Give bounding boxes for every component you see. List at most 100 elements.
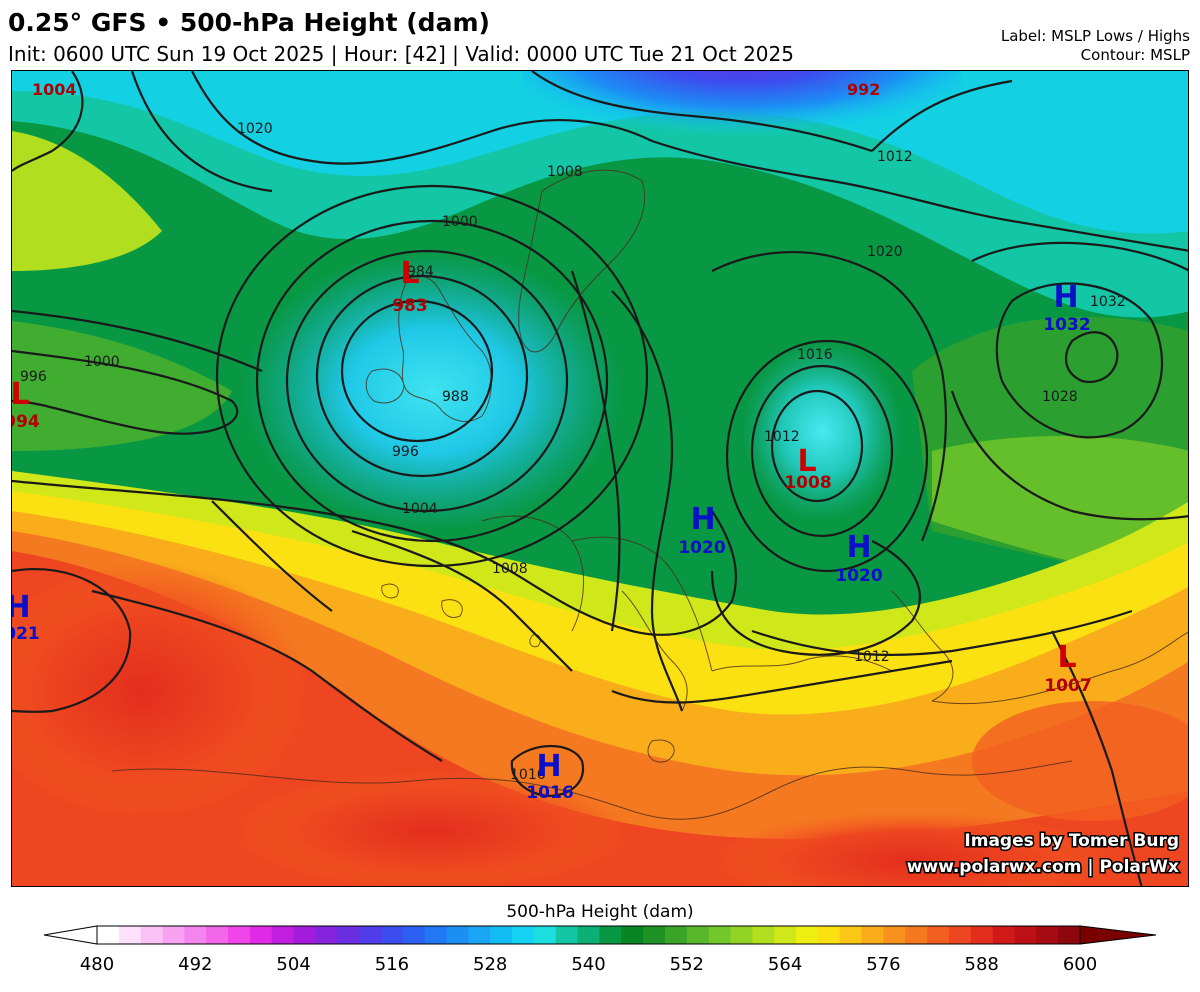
high-pressure-center: H 1016 xyxy=(526,749,573,803)
colorbar-swatch xyxy=(555,926,579,944)
low-pressure-center: L 994 xyxy=(12,377,40,432)
contour-label: 996 xyxy=(392,444,419,460)
contour-label: 1012 xyxy=(854,649,890,665)
svg-text:L: L xyxy=(400,256,419,291)
colorbar-swatch xyxy=(948,926,972,944)
colorbar-swatch xyxy=(162,926,185,944)
colorbar-swatch xyxy=(861,926,884,944)
colorbar-title: 500-hPa Height (dam) xyxy=(506,902,694,922)
svg-text:1020: 1020 xyxy=(835,566,882,586)
colorbar-swatch xyxy=(533,926,557,944)
svg-text:H: H xyxy=(536,749,561,784)
colorbar-swatch xyxy=(927,926,950,944)
colorbar-swatch xyxy=(599,926,622,944)
svg-text:021: 021 xyxy=(12,624,40,644)
contour-label: 1012 xyxy=(764,429,800,445)
colorbar-swatch xyxy=(1036,926,1059,944)
colorbar-swatch xyxy=(118,926,142,944)
colorbar-swatch xyxy=(293,926,316,944)
svg-text:H: H xyxy=(1053,280,1078,315)
colorbar-swatch xyxy=(1058,926,1081,944)
svg-text:994: 994 xyxy=(12,412,40,432)
contour-label: 1028 xyxy=(1042,389,1078,405)
colorbar-swatch xyxy=(643,926,666,944)
edge-pressure-label: 992 xyxy=(847,80,880,99)
low-pressure-center: L 983 xyxy=(392,256,428,316)
colorbar-swatch xyxy=(992,926,1015,944)
contour-label: 1020 xyxy=(237,121,273,137)
contour-label: 1000 xyxy=(84,354,120,370)
svg-text:1008: 1008 xyxy=(784,473,831,493)
colorbar-swatch xyxy=(402,926,426,944)
svg-text:983: 983 xyxy=(392,296,428,316)
contour-label: 1016 xyxy=(797,347,833,363)
contour-label: 1016 xyxy=(510,767,546,783)
colorbar-under-arrow xyxy=(43,925,98,945)
colorbar-swatch xyxy=(315,926,338,944)
colorbar-swatch xyxy=(184,926,207,944)
contour-label: 984 xyxy=(407,264,434,280)
colorbar-swatch xyxy=(774,926,797,944)
weather-map: 1020 1008 1012 1020 1000 1000 996 984 98… xyxy=(11,70,1189,887)
colorbar-tick-label: 492 xyxy=(178,954,213,975)
high-pressure-center: H 1020 xyxy=(678,502,725,558)
high-pressure-center: H 1020 xyxy=(835,530,882,586)
low-pressure-center: L 1007 xyxy=(1044,640,1091,696)
svg-text:L: L xyxy=(797,444,816,479)
colorbar-tick-label: 504 xyxy=(276,954,311,975)
colorbar-tick-label: 528 xyxy=(473,954,508,975)
colorbar-tick-label: 600 xyxy=(1062,954,1098,975)
contour-label: 1020 xyxy=(867,244,903,260)
colorbar-swatch xyxy=(839,926,863,944)
map-title: 0.25° GFS • 500-hPa Height (dam) xyxy=(8,8,490,37)
colorbar-swatch xyxy=(359,926,382,944)
colorbar-outline xyxy=(96,925,1081,945)
contour-label: 1008 xyxy=(547,164,583,180)
colorbar-swatch xyxy=(446,926,469,944)
colorbar-swatch xyxy=(730,926,753,944)
colorbar-swatch xyxy=(512,926,535,944)
high-pressure-center: H 1032 xyxy=(1043,280,1090,335)
colorbar-tick-label: 480 xyxy=(79,954,115,975)
colorbar-swatch xyxy=(228,926,251,944)
colorbar-tick-label: 540 xyxy=(571,954,606,975)
colorbar-swatch xyxy=(490,926,513,944)
svg-text:1020: 1020 xyxy=(678,538,725,558)
colorbar-over-arrow xyxy=(1079,925,1157,945)
svg-text:1007: 1007 xyxy=(1044,676,1091,696)
colorbar-swatch xyxy=(380,926,404,944)
colorbar-swatch xyxy=(468,926,491,944)
colorbar-swatch xyxy=(752,926,775,944)
colorbar-swatch xyxy=(424,926,448,944)
colorbar-swatch xyxy=(1014,926,1037,944)
colorbar-tick-label: 588 xyxy=(964,954,999,975)
colorbar-tick-label: 576 xyxy=(866,954,901,975)
contour-label: 1032 xyxy=(1090,294,1126,310)
colorbar-swatch xyxy=(708,926,731,944)
colorbar-swatch xyxy=(577,926,600,944)
colorbar-swatch xyxy=(140,926,164,944)
colorbar-swatch xyxy=(664,926,688,944)
colorbar-swatch xyxy=(883,926,906,944)
edge-pressure-label: 1004 xyxy=(32,80,77,99)
contour-info: Contour: MSLP xyxy=(1080,46,1190,64)
colorbar-swatch xyxy=(970,926,994,944)
map-subtitle: Init: 0600 UTC Sun 19 Oct 2025 | Hour: [… xyxy=(8,42,794,66)
svg-text:1016: 1016 xyxy=(526,783,573,803)
credit-website: www.polarwx.com | PolarWx xyxy=(907,857,1179,877)
colorbar-swatch xyxy=(905,926,928,944)
colorbar-swatch xyxy=(206,926,229,944)
colorbar-swatch xyxy=(271,926,295,944)
credit-author: Images by Tomer Burg xyxy=(964,831,1179,851)
svg-text:H: H xyxy=(690,502,715,537)
colorbar-swatch xyxy=(249,926,273,944)
colorbar-tick-label: 564 xyxy=(767,954,803,975)
colorbar-tick-label: 552 xyxy=(669,954,704,975)
contour-label: 996 xyxy=(20,369,47,385)
label-info: Label: MSLP Lows / Highs xyxy=(1000,27,1190,45)
contour-label: 988 xyxy=(442,389,469,405)
svg-text:L: L xyxy=(12,377,30,412)
colorbar-swatch xyxy=(686,926,710,944)
low-pressure-center: L 1008 xyxy=(784,444,831,493)
contour-label: 1000 xyxy=(442,214,478,230)
